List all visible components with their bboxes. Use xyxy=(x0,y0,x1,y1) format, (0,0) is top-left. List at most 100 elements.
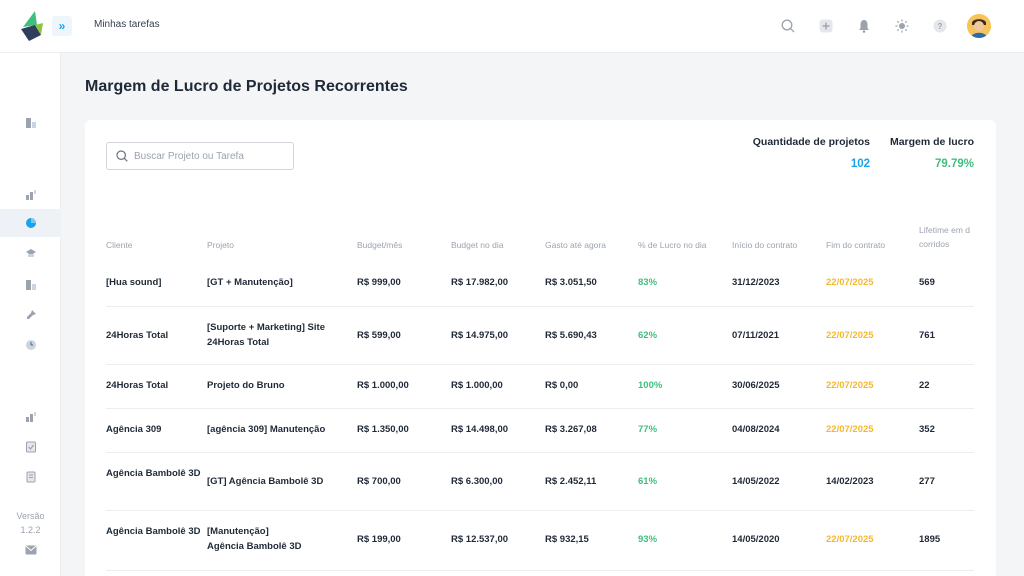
table-row[interactable]: Agência Bambolê 3D [Manutenção] Agência … xyxy=(106,511,974,571)
cell-inicio: 14/05/2020 xyxy=(732,534,780,545)
pie-chart-icon xyxy=(25,218,36,228)
sidebar-item-dashboard[interactable] xyxy=(0,403,61,431)
column-header-inicio[interactable]: Início do contrato xyxy=(732,240,798,250)
cell-gasto: R$ 5.690,43 xyxy=(545,330,597,341)
search-box[interactable] xyxy=(106,142,294,170)
table-row[interactable]: [Hua sound] [GT + Manutenção] R$ 999,00 … xyxy=(106,262,974,307)
profit-margin-value: 79.79% xyxy=(934,158,974,170)
column-header-gasto[interactable]: Gasto até agora xyxy=(545,240,606,250)
cell-budget-mes: R$ 599,00 xyxy=(357,330,401,341)
cell-cliente: Agência Bambolê 3D xyxy=(106,526,201,537)
cell-fim: 22/07/2025 xyxy=(826,380,874,391)
help-icon[interactable]: ? xyxy=(927,13,953,39)
cell-lucro: 77% xyxy=(638,424,658,435)
add-icon[interactable] xyxy=(813,13,839,39)
search-icon[interactable] xyxy=(775,13,801,39)
sidebar-item-notes[interactable] xyxy=(0,463,61,491)
cell-lifetime: 569 xyxy=(919,277,935,288)
document-icon xyxy=(25,118,36,128)
cell-fim: 22/07/2025 xyxy=(826,534,874,545)
expand-sidebar-button[interactable]: » xyxy=(52,16,72,36)
top-bar: » Minhas tarefas ? xyxy=(0,0,1024,53)
column-header-budget-mes[interactable]: Budget/mês xyxy=(357,240,403,250)
cell-fim: 22/07/2025 xyxy=(826,424,874,435)
cell-lifetime: 352 xyxy=(919,424,935,435)
bell-icon[interactable] xyxy=(851,13,877,39)
search-input[interactable] xyxy=(134,150,284,162)
sidebar-item-reports[interactable] xyxy=(0,109,61,137)
app-logo[interactable] xyxy=(19,9,47,43)
cell-lucro: 93% xyxy=(638,534,658,545)
cell-inicio: 30/06/2025 xyxy=(732,380,780,391)
cell-projeto: [Suporte + Marketing] Site 24Horas Total xyxy=(207,322,325,348)
column-header-cliente[interactable]: Cliente xyxy=(106,240,133,250)
cell-gasto: R$ 3.051,50 xyxy=(545,277,597,288)
sun-icon[interactable] xyxy=(889,13,915,39)
cell-projeto: [agência 309] Manutenção xyxy=(207,424,326,435)
sidebar-item-profit-margin[interactable] xyxy=(0,209,61,237)
file-icon xyxy=(25,280,36,290)
table-row[interactable]: 24Horas Total Projeto do Bruno R$ 1.000,… xyxy=(106,365,974,409)
notes-icon xyxy=(26,471,35,483)
checklist-icon xyxy=(25,441,36,453)
table-header: Cliente Projeto Budget/mês Budget no dia… xyxy=(106,223,996,253)
table-row[interactable]: 24Horas Total [Suporte + Marketing] Site… xyxy=(106,307,974,365)
cell-gasto: R$ 3.267,08 xyxy=(545,424,597,435)
profit-card: Quantidade de projetos 102 Margem de luc… xyxy=(85,120,996,576)
project-count-label: Quantidade de projetos xyxy=(752,136,870,148)
cell-gasto: R$ 2.452,11 xyxy=(545,476,597,487)
breadcrumb[interactable]: Minhas tarefas xyxy=(94,19,160,30)
project-count-value: 102 xyxy=(850,158,870,170)
sidebar-item-mail[interactable] xyxy=(0,536,61,564)
sidebar-item-analytics[interactable] xyxy=(0,181,61,209)
table-row[interactable]: Agência 309 [agência 309] Manutenção R$ … xyxy=(106,409,974,453)
graduation-icon xyxy=(25,249,36,257)
mail-icon xyxy=(25,545,36,555)
cell-cliente: Agência 309 xyxy=(106,424,162,435)
column-header-lifetime[interactable]: Lifetime em d corridos xyxy=(919,223,970,251)
cell-cliente: 24Horas Total xyxy=(106,330,169,341)
help-symbol: ? xyxy=(937,21,943,31)
column-header-fim[interactable]: Fim do contrato xyxy=(826,240,886,250)
column-header-projeto[interactable]: Projeto xyxy=(207,240,234,250)
pin-icon xyxy=(26,310,36,319)
page-title: Margem de Lucro de Projetos Recorrentes xyxy=(85,78,408,95)
cell-gasto: R$ 0,00 xyxy=(545,380,579,391)
cell-inicio: 31/12/2023 xyxy=(732,277,780,288)
cell-lifetime: 1895 xyxy=(919,534,941,545)
cell-budget-mes: R$ 700,00 xyxy=(357,476,401,487)
cell-cliente: [Hua sound] xyxy=(106,277,162,288)
cell-budget-dia: R$ 1.000,00 xyxy=(451,380,503,391)
cell-lifetime: 277 xyxy=(919,476,935,487)
version-info: Versão 1.2.2 xyxy=(0,509,61,537)
sidebar-item-education[interactable] xyxy=(0,239,61,267)
cell-budget-mes: R$ 199,00 xyxy=(357,534,401,545)
cell-budget-mes: R$ 1.000,00 xyxy=(357,380,409,391)
cell-inicio: 04/08/2024 xyxy=(732,424,780,435)
cell-projeto: [Manutenção] Agência Bambolê 3D xyxy=(207,526,302,552)
cell-inicio: 07/11/2021 xyxy=(732,330,780,341)
cell-lucro: 62% xyxy=(638,330,658,341)
column-header-lucro[interactable]: % de Lucro no dia xyxy=(638,240,707,250)
chart-icon xyxy=(25,190,36,200)
cell-cliente: Agência Bambolê 3D xyxy=(106,468,201,479)
sidebar-item-files[interactable] xyxy=(0,271,61,299)
column-header-lifetime-line1: Lifetime em d xyxy=(919,225,971,235)
sidebar-item-time[interactable] xyxy=(0,331,61,359)
cell-projeto: Projeto do Bruno xyxy=(207,380,285,391)
sidebar-item-checklist[interactable] xyxy=(0,433,61,461)
cell-budget-dia: R$ 6.300,00 xyxy=(451,476,503,487)
sidebar-item-pins[interactable] xyxy=(0,301,61,329)
search-icon xyxy=(116,150,128,162)
user-avatar[interactable] xyxy=(967,14,991,38)
cell-fim: 22/07/2025 xyxy=(826,277,874,288)
profit-margin-label: Margem de lucro xyxy=(889,136,974,148)
cell-lucro: 100% xyxy=(638,380,663,391)
table-row[interactable]: Agência Bambolê 3D [GT] Agência Bambolê … xyxy=(106,453,974,511)
cell-fim: 14/02/2023 xyxy=(826,476,874,487)
version-label: Versão xyxy=(16,511,45,521)
column-header-budget-dia[interactable]: Budget no dia xyxy=(451,240,504,250)
cell-lifetime: 22 xyxy=(919,380,930,391)
cell-inicio: 14/05/2022 xyxy=(732,476,780,487)
version-number: 1.2.2 xyxy=(20,525,41,535)
